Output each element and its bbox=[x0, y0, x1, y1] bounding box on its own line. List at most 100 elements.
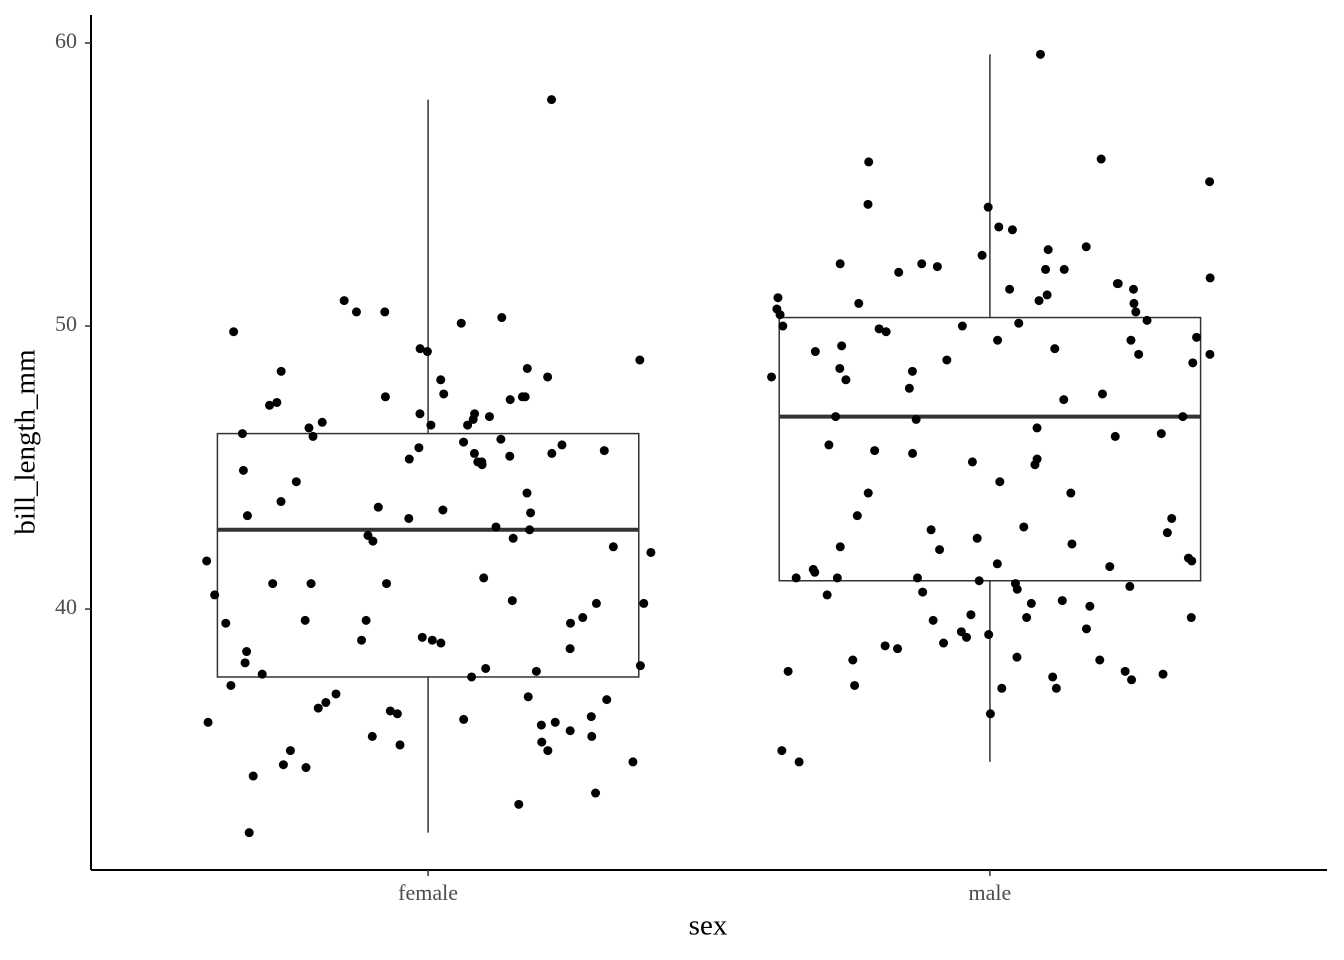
point bbox=[773, 293, 783, 303]
point bbox=[522, 363, 532, 373]
point bbox=[1081, 242, 1091, 252]
point bbox=[565, 644, 575, 654]
point bbox=[505, 451, 515, 461]
point bbox=[438, 505, 448, 515]
point bbox=[1112, 279, 1122, 289]
point bbox=[565, 618, 575, 628]
point bbox=[1205, 349, 1215, 359]
point bbox=[351, 307, 361, 317]
point bbox=[1005, 284, 1015, 294]
point bbox=[244, 828, 254, 838]
point bbox=[992, 559, 1002, 569]
point bbox=[339, 296, 349, 306]
point bbox=[313, 703, 323, 713]
point bbox=[993, 335, 1003, 345]
point bbox=[202, 556, 212, 566]
point bbox=[932, 262, 942, 272]
point bbox=[505, 395, 515, 405]
point bbox=[1041, 264, 1051, 274]
y-axis-title: bill_length_mm bbox=[10, 349, 42, 535]
point bbox=[777, 746, 787, 756]
point bbox=[646, 547, 656, 557]
point bbox=[291, 477, 301, 487]
point bbox=[242, 511, 252, 521]
point bbox=[210, 590, 220, 600]
point bbox=[491, 522, 501, 532]
point bbox=[635, 355, 645, 365]
point bbox=[276, 366, 286, 376]
point bbox=[380, 307, 390, 317]
point bbox=[557, 440, 567, 450]
point bbox=[835, 542, 845, 552]
point bbox=[778, 321, 788, 331]
point bbox=[203, 717, 213, 727]
point bbox=[436, 375, 446, 385]
point bbox=[1066, 488, 1076, 498]
point bbox=[1097, 389, 1107, 399]
point bbox=[531, 666, 541, 676]
point bbox=[608, 542, 618, 552]
point bbox=[240, 658, 250, 668]
point bbox=[1043, 245, 1053, 255]
point bbox=[361, 615, 371, 625]
point bbox=[459, 714, 469, 724]
point bbox=[395, 740, 405, 750]
point bbox=[306, 579, 316, 589]
point bbox=[265, 400, 275, 410]
point bbox=[1081, 624, 1091, 634]
point bbox=[791, 573, 801, 583]
point bbox=[911, 414, 921, 424]
point bbox=[221, 618, 231, 628]
point bbox=[380, 392, 390, 402]
point bbox=[1067, 539, 1077, 549]
y-tick-label: 60 bbox=[55, 28, 77, 53]
point bbox=[1032, 423, 1042, 433]
point bbox=[1131, 307, 1141, 317]
point bbox=[1034, 296, 1044, 306]
point bbox=[874, 324, 884, 334]
point bbox=[301, 763, 311, 773]
point bbox=[404, 513, 414, 523]
point bbox=[427, 635, 437, 645]
point bbox=[1120, 666, 1130, 676]
point bbox=[810, 347, 820, 357]
point bbox=[599, 446, 609, 456]
point bbox=[854, 298, 864, 308]
point bbox=[1007, 225, 1017, 235]
point bbox=[317, 417, 327, 427]
point bbox=[357, 635, 367, 645]
point bbox=[907, 366, 917, 376]
point bbox=[1057, 596, 1067, 606]
point bbox=[1127, 675, 1137, 685]
point bbox=[308, 431, 318, 441]
point bbox=[985, 709, 995, 719]
point bbox=[1110, 431, 1120, 441]
point bbox=[417, 632, 427, 642]
point bbox=[894, 267, 904, 277]
point bbox=[1085, 601, 1095, 611]
point bbox=[238, 465, 248, 475]
point bbox=[248, 771, 258, 781]
point bbox=[966, 610, 976, 620]
point bbox=[1095, 655, 1105, 665]
point bbox=[837, 341, 847, 351]
point bbox=[822, 590, 832, 600]
point bbox=[278, 760, 288, 770]
point bbox=[268, 579, 278, 589]
point bbox=[995, 477, 1005, 487]
point bbox=[300, 615, 310, 625]
y-tick-label: 50 bbox=[55, 311, 77, 336]
point bbox=[994, 222, 1004, 232]
point bbox=[1167, 513, 1177, 523]
point bbox=[1158, 669, 1168, 679]
point bbox=[331, 689, 341, 699]
point bbox=[1014, 318, 1024, 328]
x-tick-label: female bbox=[398, 880, 458, 905]
point bbox=[1187, 556, 1197, 566]
point bbox=[1188, 358, 1198, 368]
point bbox=[863, 488, 873, 498]
point bbox=[852, 511, 862, 521]
point bbox=[1142, 315, 1152, 325]
